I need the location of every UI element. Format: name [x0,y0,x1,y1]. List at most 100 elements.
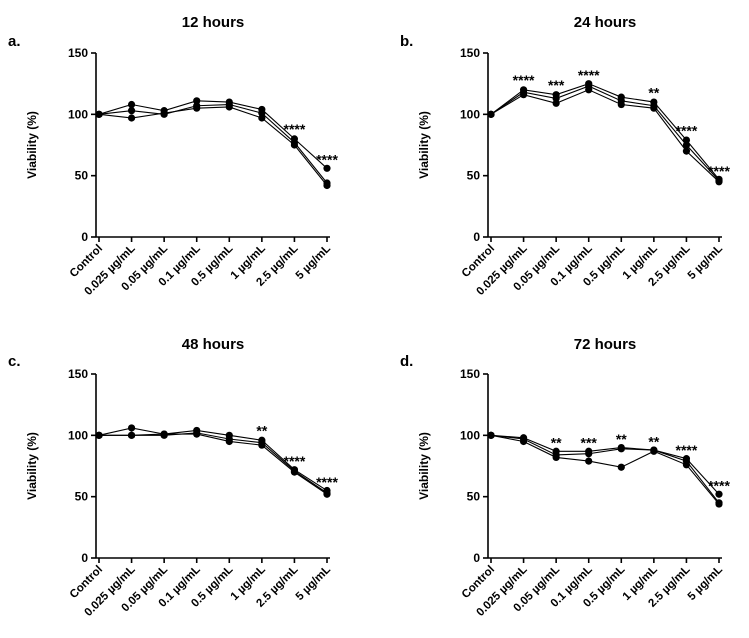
series-line [490,434,720,504]
data-point [715,500,723,508]
y-tick-label: 50 [75,169,89,183]
data-point [585,86,593,94]
data-point [552,453,560,462]
data-point [682,141,691,149]
y-tick-label: 50 [75,490,89,504]
data-point [682,461,691,469]
significance-marker: **** [513,72,535,88]
data-point [323,164,331,172]
data-point [487,110,495,118]
data-point [127,424,136,432]
data-point [225,437,233,446]
x-tick-label: 5 µg/mL [686,564,725,603]
series-line [490,434,720,495]
data-point [193,104,201,112]
significance-marker: **** [316,152,338,168]
data-point [258,441,266,449]
y-axis-label: Viability (%) [25,432,39,500]
data-point [650,447,658,455]
significance-marker: **** [284,453,306,469]
y-tick-label: 100 [460,428,480,442]
data-point [552,99,560,107]
data-point [127,107,136,115]
data-point [715,178,723,186]
data-point [650,104,658,112]
y-tick-label: 150 [460,367,480,381]
significance-marker: **** [676,442,698,458]
data-point [585,450,593,458]
data-point [487,431,495,439]
data-point [617,445,625,453]
data-point [160,109,168,117]
significance-marker: **** [676,122,698,138]
series-line [99,433,328,495]
y-tick-label: 100 [68,107,88,121]
significance-marker: **** [316,474,338,490]
data-point [617,100,625,109]
data-point [323,490,331,498]
y-tick-label: 100 [68,428,88,442]
y-axis-label: Viability (%) [417,111,431,179]
data-point [127,431,136,439]
data-point [225,103,233,111]
x-tick-label: 5 µg/mL [294,243,333,282]
series-line [98,427,328,491]
y-tick-label: 50 [467,490,481,504]
significance-marker: **** [708,163,730,179]
series-line [490,83,720,180]
data-point [715,490,723,498]
y-tick-label: 0 [473,551,480,565]
x-tick-label: 5 µg/mL [686,243,725,282]
chart-title: 24 hours [574,14,637,31]
chart-title: 48 hours [182,336,245,353]
significance-marker: *** [581,435,598,451]
y-axis-label: Viability (%) [25,111,39,179]
y-tick-label: 0 [81,230,88,244]
data-point [95,110,103,118]
significance-marker: ** [648,433,659,449]
data-point [682,147,691,155]
series-line [490,89,720,183]
chart-title: 72 hours [574,336,637,353]
panel-label: a. [8,33,21,50]
y-tick-label: 150 [68,367,88,381]
series-line [98,103,328,184]
panel-label: d. [400,353,413,370]
significance-marker: *** [548,77,565,93]
chart-title: 12 hours [182,14,245,31]
y-tick-label: 150 [460,46,480,60]
significance-marker: ** [551,435,562,451]
panel-label: c. [8,353,21,370]
panel-label: b. [400,33,413,50]
data-point [127,114,136,122]
data-point [519,437,528,446]
significance-marker: **** [284,121,306,137]
data-point [323,181,331,190]
significance-marker: ** [616,431,627,447]
data-point [290,468,299,476]
data-point [617,463,625,471]
significance-marker: **** [708,478,730,494]
series-line [490,85,720,181]
series-line [490,434,720,505]
data-point [519,91,528,99]
data-point [127,100,136,109]
data-point [258,114,266,122]
significance-marker: ** [256,422,267,438]
significance-marker: **** [578,67,600,83]
data-point [290,141,299,149]
y-tick-label: 100 [460,107,480,121]
significance-marker: ** [648,84,659,100]
y-tick-label: 0 [473,230,480,244]
data-point [193,430,201,438]
series-line [98,106,328,186]
data-point [95,431,103,439]
y-tick-label: 0 [81,551,88,565]
series-line [98,100,328,169]
y-tick-label: 50 [467,169,481,183]
